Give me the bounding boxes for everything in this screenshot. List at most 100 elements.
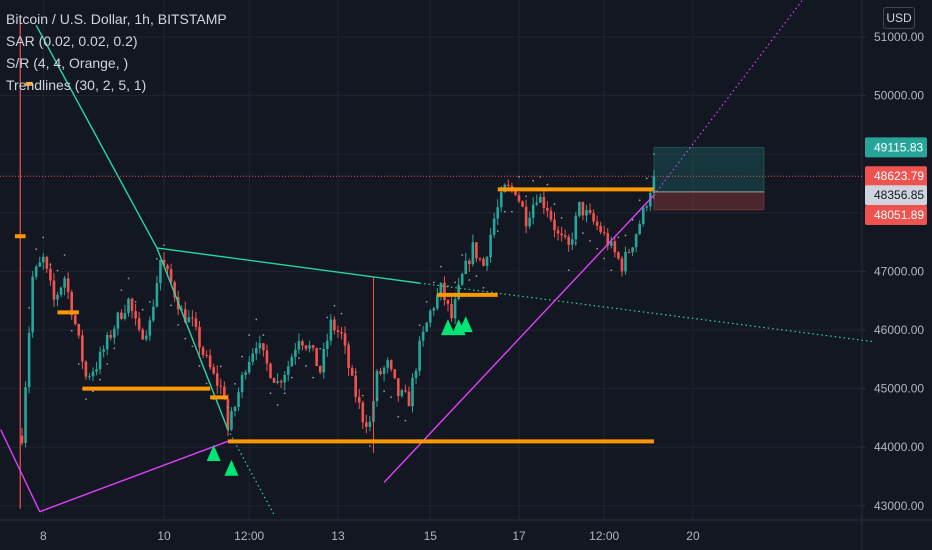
sar-dot	[468, 279, 471, 281]
candle-body	[31, 276, 34, 333]
candle-body	[631, 247, 634, 253]
candle-body	[102, 349, 105, 352]
candle-body	[42, 256, 45, 263]
sar-dot	[560, 216, 563, 219]
buy-signal-triangle	[224, 459, 239, 476]
candle-body	[155, 283, 159, 307]
sar-dot	[525, 195, 527, 198]
sar-dot	[376, 398, 378, 401]
sar-dot	[475, 275, 478, 277]
indicator-sr[interactable]: S/R (4, 4, Orange, )	[6, 55, 129, 71]
candle-body	[269, 363, 272, 379]
sar-dot	[354, 371, 357, 374]
candle-body	[350, 368, 354, 376]
sar-dot	[70, 329, 73, 332]
candle-body	[517, 195, 521, 202]
x-tick-label: 15	[424, 529, 438, 543]
candle-body	[379, 371, 382, 374]
candle-body	[595, 221, 599, 226]
candle-body	[617, 252, 620, 259]
candle-body	[276, 381, 279, 383]
buy-signal-triangle	[441, 319, 455, 336]
candle-body	[645, 206, 649, 208]
candle-body	[354, 375, 357, 397]
symbol-title[interactable]: Bitcoin / U.S. Dollar, 1h, BITSTAMP	[6, 11, 227, 27]
candle-body	[294, 349, 297, 357]
candle-body	[258, 343, 262, 349]
indicator-sar[interactable]: SAR (0.02, 0.02, 0.2)	[6, 33, 138, 49]
candle-body	[304, 345, 308, 349]
candle-body	[404, 390, 407, 392]
sar-dot	[482, 286, 485, 289]
sar-dot	[248, 334, 251, 336]
candle-body	[407, 391, 411, 407]
candle-body	[127, 298, 130, 313]
candle-body	[152, 306, 155, 321]
indicator-trendlines[interactable]: Trendlines (30, 2, 5, 1)	[6, 77, 147, 93]
candle-body	[521, 201, 524, 207]
sar-dot	[63, 254, 66, 256]
candle-body	[393, 369, 397, 379]
candle-body	[123, 312, 127, 319]
sar-dot	[454, 281, 456, 284]
trendline	[419, 282, 875, 343]
candle-body	[496, 207, 499, 219]
candle-body	[66, 278, 70, 293]
sar-dot	[511, 210, 513, 213]
sar-dot	[92, 390, 94, 393]
candle-body	[95, 369, 98, 372]
candle-body	[436, 294, 439, 309]
candle-body	[56, 294, 59, 300]
candle-body	[137, 318, 141, 330]
sar-dot	[312, 376, 314, 379]
buy-signal-triangle	[458, 316, 473, 333]
candle-body	[389, 360, 393, 370]
candle-body	[329, 319, 333, 341]
candle-body	[357, 396, 361, 403]
candle-body	[113, 328, 116, 338]
sar-dot	[35, 248, 38, 251]
sar-dot	[603, 257, 606, 260]
sar-dot	[241, 355, 244, 358]
candle-body	[400, 390, 404, 397]
candle-body	[109, 335, 113, 338]
candle-body	[432, 308, 436, 311]
candle-body	[531, 204, 535, 218]
currency-button[interactable]: USD	[883, 7, 915, 29]
candle-body	[308, 345, 311, 349]
candle-body	[428, 310, 432, 323]
candle-body	[539, 196, 542, 203]
candle-body	[592, 213, 595, 222]
candle-body	[397, 378, 400, 397]
candle-body	[450, 303, 453, 319]
sar-dot	[99, 378, 101, 381]
candle-body	[230, 411, 233, 430]
sar-dot	[418, 324, 421, 327]
candle-body	[301, 341, 304, 346]
candle-body	[368, 421, 372, 427]
candle-body	[84, 361, 88, 377]
candle-body	[279, 381, 283, 383]
candle-body	[336, 330, 340, 333]
candle-body	[226, 399, 230, 430]
sar-dot	[219, 365, 222, 368]
sar-dot	[347, 343, 350, 346]
trendline	[156, 247, 420, 284]
candle-body	[560, 233, 563, 236]
candle-body	[570, 239, 574, 245]
sar-dot	[340, 312, 343, 315]
sar-dot	[596, 247, 598, 250]
candle-body	[130, 298, 134, 312]
sar-dot	[85, 398, 87, 401]
trendline	[35, 24, 158, 249]
candle-body	[191, 317, 194, 319]
sar-dot	[574, 241, 577, 244]
sar-dot	[269, 392, 272, 395]
candle-body	[492, 218, 496, 235]
candle-body	[49, 268, 52, 281]
sar-dot	[496, 230, 499, 233]
candle-body	[244, 372, 247, 375]
candle-body	[482, 258, 485, 266]
sar-dot	[546, 183, 549, 186]
